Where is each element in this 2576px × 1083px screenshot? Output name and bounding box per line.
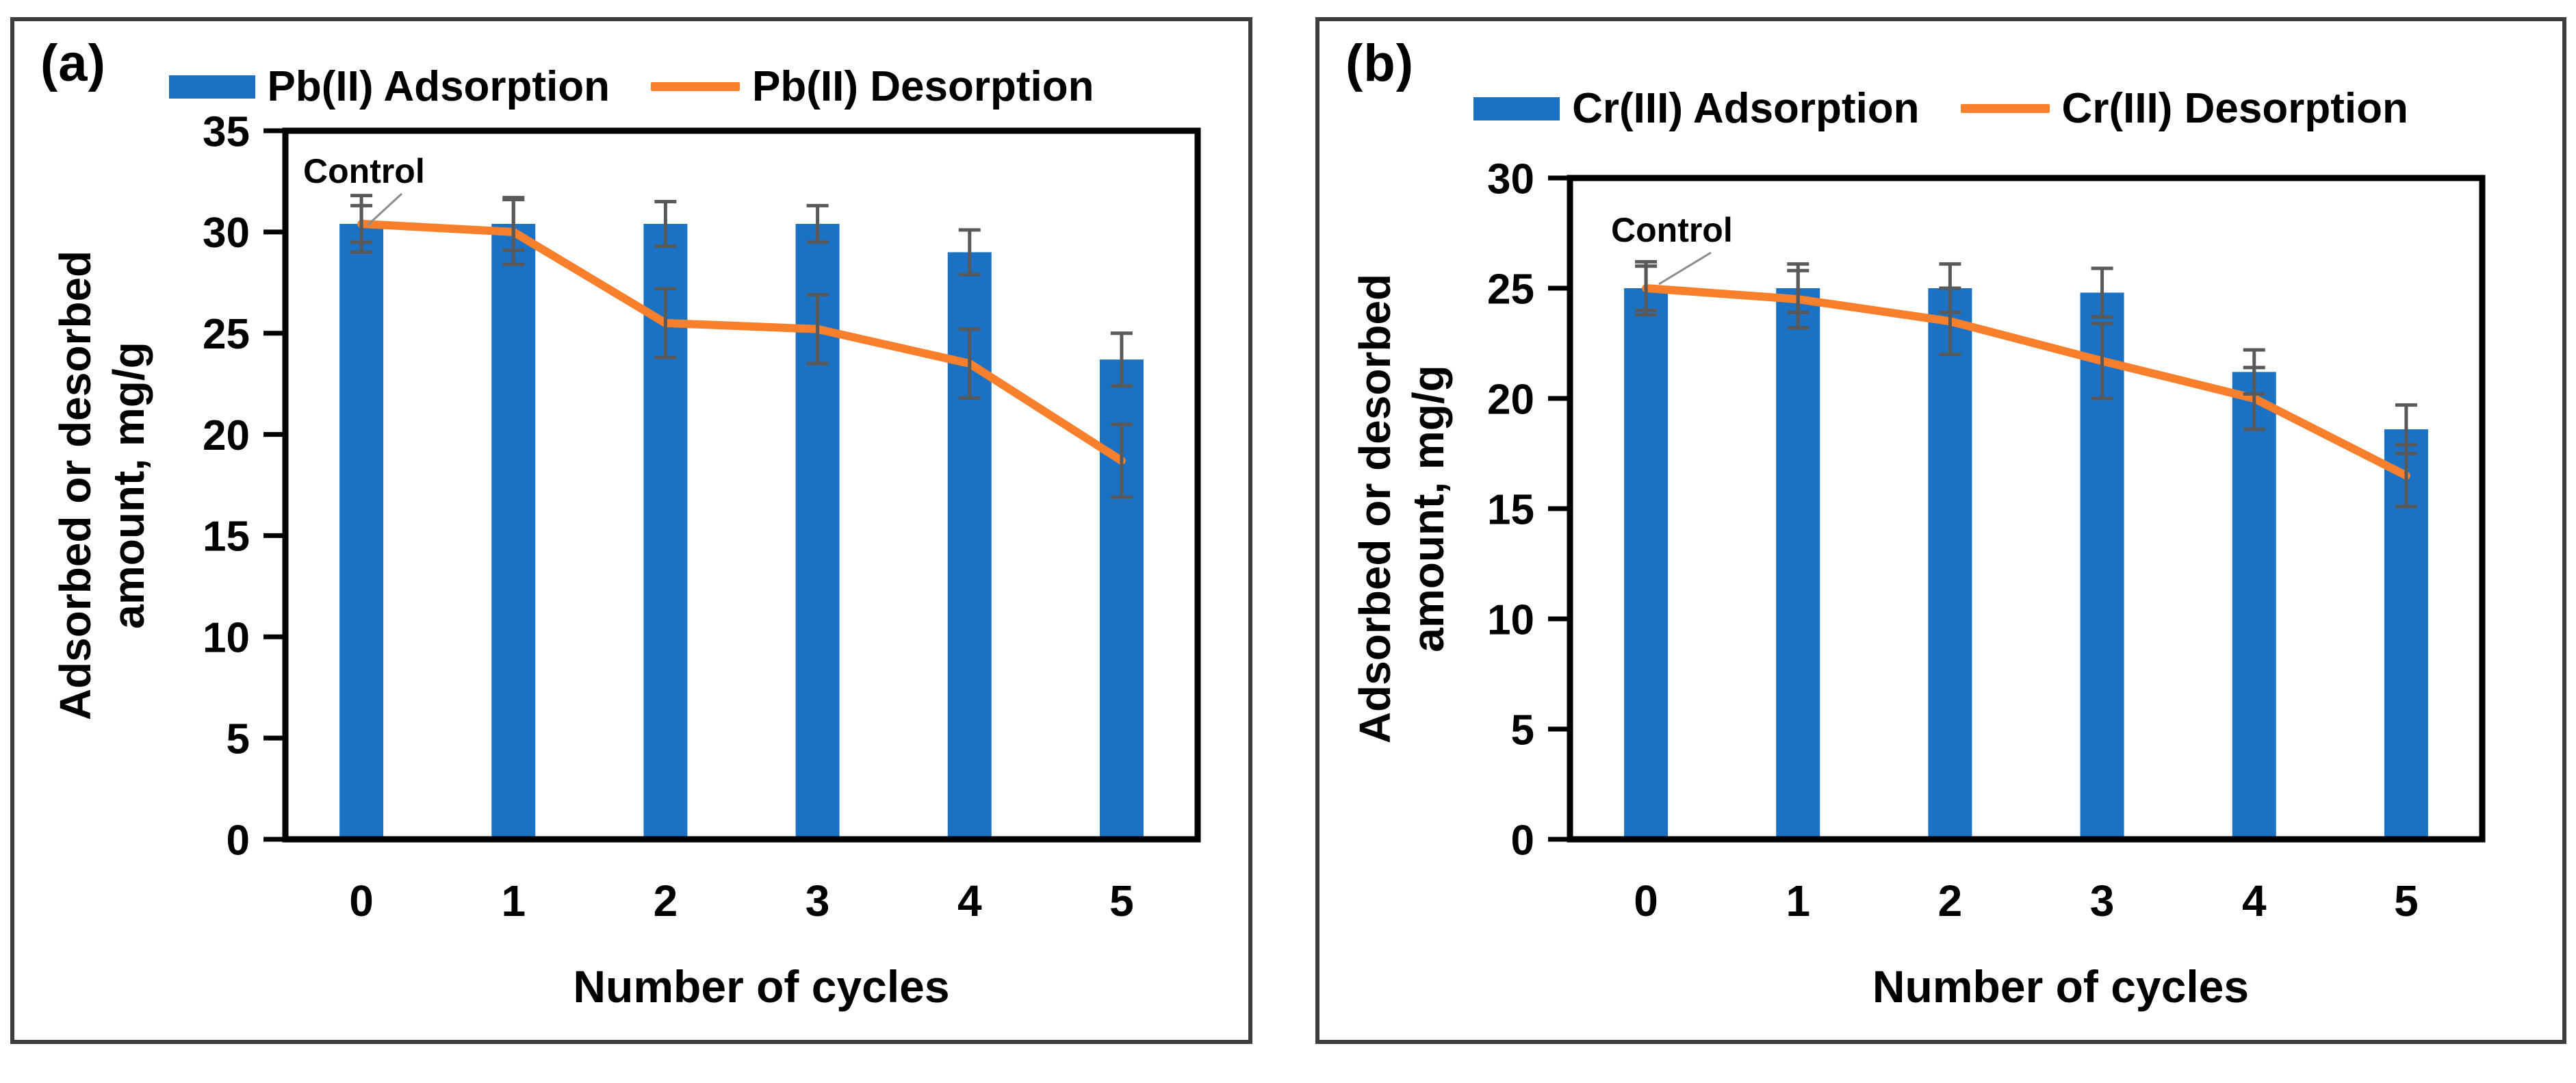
- panel-a-legend: Pb(II) Adsorption Pb(II) Desorption: [14, 62, 1248, 111]
- legend-item-adsorption: Cr(III) Adsorption: [1473, 84, 1920, 133]
- y-tick-label: 10: [203, 615, 250, 662]
- x-tick-label: 3: [2090, 876, 2115, 926]
- desorption-line-swatch: [651, 82, 740, 91]
- bar-cycle-1: [1776, 288, 1820, 839]
- y-tick-label: 10: [1487, 596, 1534, 644]
- y-axis-title-line2: amount, mg/g: [1404, 365, 1453, 652]
- y-tick-label: 15: [1487, 486, 1534, 533]
- y-tick-label: 30: [203, 209, 250, 257]
- desorption-line: [357, 220, 1126, 466]
- legend-label-adsorption: Cr(III) Adsorption: [1572, 85, 1920, 132]
- x-tick-label: 0: [1634, 876, 1658, 926]
- y-tick-label: 5: [227, 715, 250, 763]
- y-axis-title-line1: Adsorbed or desorbed: [50, 250, 100, 721]
- adsorption-bar-swatch: [1473, 97, 1560, 120]
- legend-item-adsorption: Pb(II) Adsorption: [168, 62, 610, 111]
- panel-b: 0 5 10 15 20 25 30 0 1 2 3 4 5 Control (b) Cr(III) Ad…: [1315, 17, 2566, 1044]
- x-tick-label: 3: [806, 876, 830, 926]
- plot-frame: [1567, 175, 2486, 843]
- legend-label-desorption: Cr(III) Desorption: [2061, 85, 2408, 132]
- y-axis-title-line1: Adsorbed or desorbed: [1350, 273, 1400, 744]
- desorption-line-swatch: [1960, 104, 2050, 113]
- x-tick-label: 2: [1938, 876, 1963, 926]
- control-leader-line: [366, 192, 403, 227]
- y-axis-title: Adsorbed or desorbed amount, mg/g: [1348, 274, 1455, 743]
- legend-label-desorption: Pb(II) Desorption: [752, 63, 1094, 110]
- y-tick-label: 5: [1511, 706, 1534, 754]
- y-tick-label: 25: [1487, 266, 1534, 313]
- x-tick-label: 1: [1786, 876, 1810, 926]
- panel-b-legend: Cr(III) Adsorption Cr(III) Desorption: [1319, 84, 2562, 133]
- control-annotation: Control: [303, 152, 425, 190]
- x-tick-label: 1: [501, 876, 526, 926]
- x-tick-label: 5: [1109, 876, 1134, 926]
- panel-b-label: (b): [1345, 34, 1415, 92]
- y-tick-label: 30: [1487, 155, 1534, 203]
- plot-frame: [282, 127, 1201, 843]
- x-tick-label: 2: [654, 876, 678, 926]
- x-tick-label: 4: [957, 876, 982, 926]
- panel-a-label: (a): [40, 34, 106, 92]
- y-tick-label: 35: [203, 108, 250, 155]
- x-tick-label: 4: [2242, 876, 2267, 926]
- bar-cycle-1: [491, 224, 536, 839]
- x-tick-label: 5: [2394, 876, 2419, 926]
- y-tick-label: 0: [227, 817, 250, 864]
- bar-cycle-0: [339, 224, 384, 839]
- legend-item-desorption: Cr(III) Desorption: [1960, 84, 2408, 133]
- y-axis-title: Adsorbed or desorbed amount, mg/g: [49, 251, 155, 720]
- panel-a: 0 5 10 15 20 25 30 35 0 1 2 3 4 5 Control (a) Pb(II) A…: [10, 17, 1252, 1044]
- x-tick-label: 0: [349, 876, 374, 926]
- legend-label-adsorption: Pb(II) Adsorption: [267, 63, 610, 110]
- legend-item-desorption: Pb(II) Desorption: [651, 62, 1094, 111]
- y-tick-label: 20: [1487, 376, 1534, 423]
- x-axis-title: Number of cycles: [1872, 961, 2250, 1012]
- control-annotation: Control: [1611, 211, 1733, 249]
- y-axis-title-line2: amount, mg/g: [104, 342, 153, 629]
- y-tick-label: 25: [203, 311, 250, 358]
- adsorption-bar-swatch: [168, 75, 255, 99]
- bar-cycle-2: [1928, 288, 1972, 839]
- desorption-line: [1642, 284, 2410, 480]
- bar-cycle-0: [1624, 288, 1669, 839]
- chart-a: 0 5 10 15 20 25 30 35 0 1 2 3 4 5 Control: [203, 108, 1201, 926]
- chart-b: 0 5 10 15 20 25 30 0 1 2 3 4 5 Control: [1487, 155, 2486, 926]
- y-tick-label: 0: [1511, 817, 1534, 864]
- x-axis-title: Number of cycles: [573, 961, 950, 1012]
- control-leader-line: [1658, 251, 1712, 285]
- y-tick-label: 15: [203, 513, 250, 561]
- bar-cycle-4: [2232, 372, 2276, 839]
- y-tick-label: 20: [203, 412, 250, 459]
